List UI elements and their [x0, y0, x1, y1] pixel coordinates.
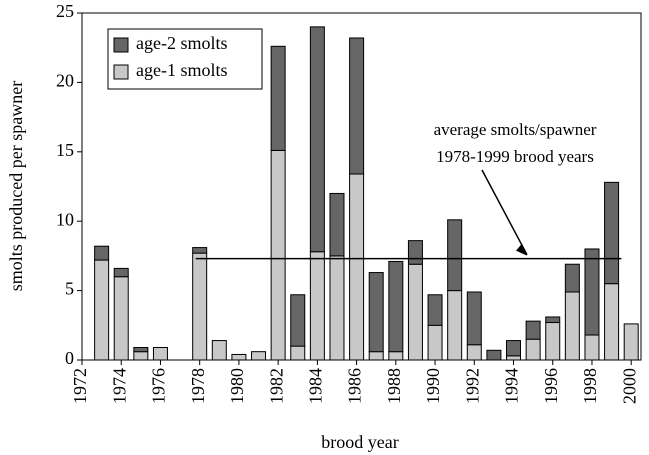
bar-segment [349, 37, 365, 175]
bar-segment [270, 149, 286, 361]
bar-segment [466, 291, 482, 346]
bar-segment [427, 294, 443, 326]
x-tick-label: 1990 [423, 368, 443, 404]
x-tick-label: 1994 [502, 368, 522, 404]
bar-segment [309, 26, 325, 253]
y-tick-label: 25 [56, 1, 74, 21]
x-tick-label: 1978 [188, 368, 208, 404]
bar-segment [290, 345, 306, 361]
legend-swatch [113, 37, 129, 53]
bar-segment [584, 334, 600, 361]
annotation-arrow [481, 169, 528, 256]
bar-segment [133, 351, 149, 361]
bar-segment [192, 247, 208, 254]
bar-segment [486, 349, 502, 361]
bar-segment [368, 351, 384, 361]
bar-segment [584, 248, 600, 336]
bar-segment [388, 260, 404, 353]
bar-segment [506, 355, 522, 361]
arrow-head [516, 243, 527, 256]
bar-segment [506, 340, 522, 357]
bar-segment [407, 263, 423, 361]
bar-segment [349, 173, 365, 361]
y-tick-label: 10 [56, 209, 74, 229]
legend-label: age-1 smolts [136, 60, 228, 80]
bar-segment [604, 283, 620, 361]
bar-segment [309, 251, 325, 361]
x-tick-label: 1996 [541, 368, 561, 404]
x-tick-label: 1976 [149, 368, 169, 404]
x-axis-label: brood year [321, 432, 398, 452]
y-tick-label: 0 [65, 348, 74, 368]
bar-segment [152, 347, 168, 361]
bar-segment [94, 259, 110, 361]
bar-segment [211, 340, 227, 361]
y-tick-label: 15 [56, 140, 74, 160]
y-tick-label: 20 [56, 71, 74, 91]
bar-segment [251, 351, 267, 361]
x-tick-label: 1986 [345, 368, 365, 404]
annotation: 1978-1999 brood years [436, 147, 594, 166]
annotation: average smolts/spawner [434, 120, 597, 139]
x-tick-label: 1982 [266, 368, 286, 404]
legend-box [107, 28, 263, 90]
bar-segment [525, 338, 541, 361]
bar-segment [545, 322, 561, 361]
bar-segment [564, 263, 580, 293]
x-tick-label: 1988 [384, 368, 404, 404]
bar-segment [329, 192, 345, 257]
bar-segment [192, 252, 208, 361]
bar-segment [113, 276, 129, 361]
bar-segment [94, 245, 110, 261]
bar-segment [290, 294, 306, 347]
x-tick-label: 2000 [619, 368, 639, 404]
bar-segment [623, 323, 639, 361]
legend-swatch [113, 64, 129, 80]
y-tick-label: 5 [65, 279, 74, 299]
y-axis-label: smolts produced per spawner [6, 81, 26, 291]
bar-segment [447, 219, 463, 292]
x-tick-label: 1998 [580, 368, 600, 404]
legend-label: age-2 smolts [136, 33, 228, 53]
bar-segment [133, 347, 149, 353]
bar-segment [231, 353, 247, 361]
x-tick-label: 1984 [305, 368, 325, 404]
bar-segment [113, 267, 129, 278]
x-tick-label: 1974 [109, 368, 129, 404]
bar-segment [270, 45, 286, 151]
bar-segment [329, 255, 345, 361]
bar-segment [564, 291, 580, 361]
plot-frame [81, 12, 642, 361]
bar-segment [368, 272, 384, 353]
bar-segment [447, 290, 463, 361]
bar-segment [525, 320, 541, 340]
bar-segment [466, 344, 482, 361]
bar-segment [427, 324, 443, 361]
bar-segment [604, 181, 620, 285]
bar-segment [407, 240, 423, 265]
x-tick-label: 1992 [462, 368, 482, 404]
x-tick-label: 1972 [70, 368, 90, 404]
bar-segment [388, 351, 404, 361]
x-tick-label: 1980 [227, 368, 247, 404]
bar-segment [545, 316, 561, 324]
